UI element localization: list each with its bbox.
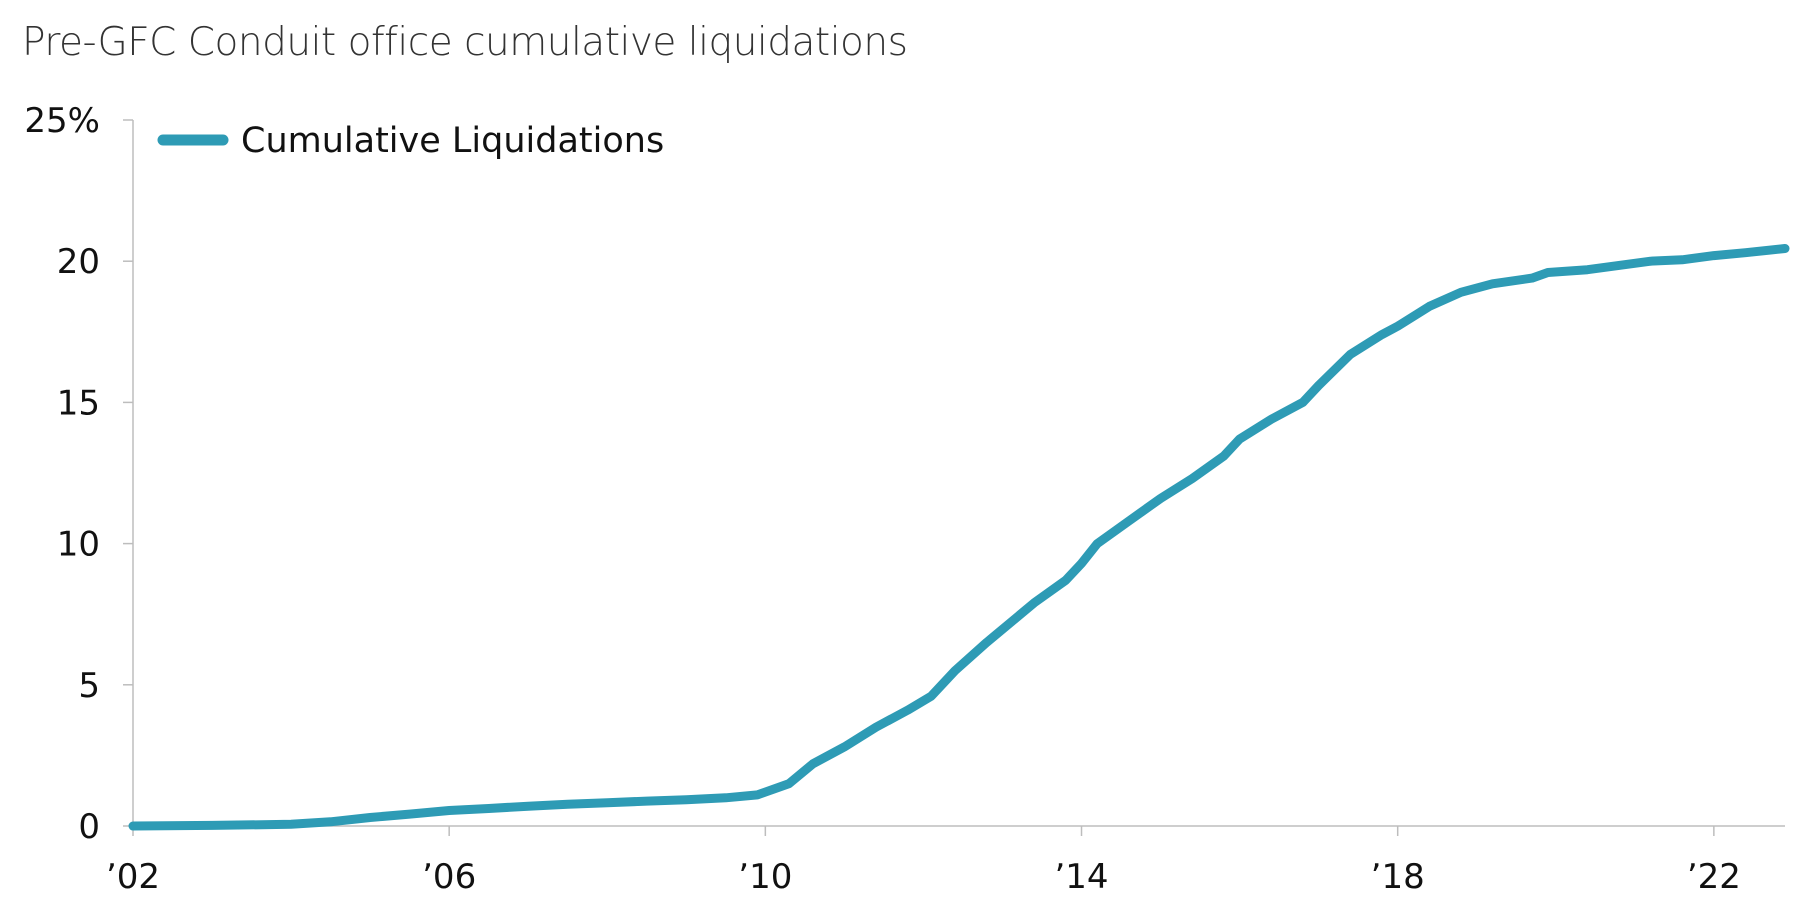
chart-title: Pre-GFC Conduit office cumulative liquid… [22, 20, 908, 65]
y-tick-label: 25% [24, 101, 100, 141]
y-tick-label: 15 [57, 383, 100, 423]
x-tick-label: ’14 [1054, 857, 1108, 897]
series-line-cumulative-liquidations [128, 244, 1790, 831]
x-tick-label: ’10 [738, 857, 792, 897]
series-layer [128, 244, 1790, 831]
x-tick-label: ’22 [1687, 857, 1741, 897]
y-tick-label: 10 [57, 525, 100, 565]
y-tick-label: 5 [78, 666, 100, 706]
legend: Cumulative Liquidations [157, 121, 664, 161]
x-tick-label: ’18 [1371, 857, 1425, 897]
y-tick-label: 0 [78, 807, 100, 847]
legend-label: Cumulative Liquidations [241, 121, 664, 161]
y-tick-label: 20 [57, 242, 100, 282]
x-tick-label: ’06 [422, 857, 476, 897]
axes [123, 119, 1785, 836]
tick-labels: 0 5 10 15 20 25% ’02 ’06 ’10 ’14 ’18 ’22 [24, 101, 1740, 897]
x-tick-label: ’02 [106, 857, 160, 897]
